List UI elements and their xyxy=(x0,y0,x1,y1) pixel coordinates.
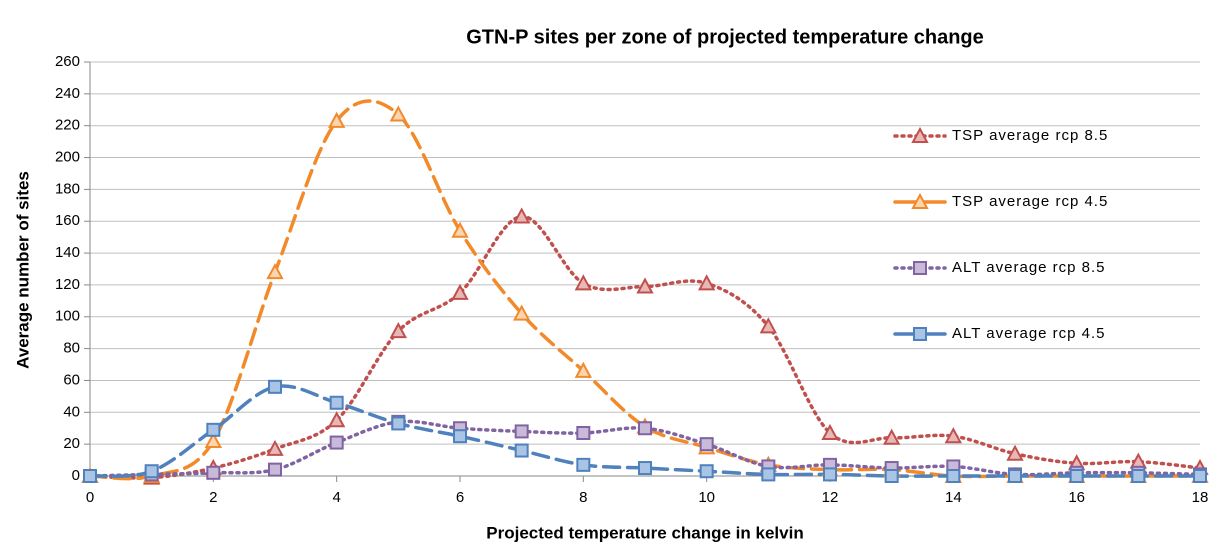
marker xyxy=(389,321,408,339)
marker xyxy=(327,411,346,428)
y-tick-label: 160 xyxy=(55,212,80,229)
y-tick-label: 220 xyxy=(55,117,80,134)
marker xyxy=(1069,469,1084,483)
marker xyxy=(638,461,652,476)
marker xyxy=(512,304,531,321)
marker xyxy=(576,426,591,441)
y-tick-label: 20 xyxy=(63,435,80,452)
x-tick-label: 14 xyxy=(945,489,962,506)
legend-label: TSP average rcp 4.5 xyxy=(952,193,1108,210)
marker xyxy=(268,462,282,477)
marker xyxy=(946,469,961,483)
marker xyxy=(1008,469,1022,483)
legend-label: ALT average rcp 4.5 xyxy=(952,325,1106,342)
marker xyxy=(451,283,469,300)
x-tick-label: 2 xyxy=(209,489,217,506)
marker xyxy=(389,105,408,122)
marker xyxy=(821,423,839,441)
x-tick-label: 4 xyxy=(332,489,340,506)
marker xyxy=(268,379,282,394)
marker xyxy=(913,261,927,275)
y-tick-label: 40 xyxy=(63,403,80,420)
chart-title: GTN-P sites per zone of projected temper… xyxy=(466,26,984,48)
marker xyxy=(391,416,406,431)
marker xyxy=(327,111,346,128)
y-tick-label: 100 xyxy=(55,308,80,325)
x-tick-label: 18 xyxy=(1192,489,1209,506)
y-tick-label: 0 xyxy=(72,467,80,484)
marker xyxy=(699,437,714,452)
marker xyxy=(761,467,776,482)
marker xyxy=(911,192,929,209)
marker xyxy=(451,221,469,238)
marker xyxy=(514,443,529,458)
marker xyxy=(944,427,963,444)
marker xyxy=(83,469,97,483)
marker xyxy=(144,464,159,479)
y-tick-label: 260 xyxy=(55,53,80,70)
marker xyxy=(266,439,284,456)
x-axis-title: Projected temperature change in kelvin xyxy=(486,523,803,542)
marker xyxy=(512,207,531,224)
y-tick-label: 60 xyxy=(63,371,80,388)
x-tick-label: 12 xyxy=(822,489,839,506)
marker xyxy=(884,469,899,483)
marker xyxy=(1131,469,1146,483)
marker xyxy=(638,421,652,436)
x-tick-label: 0 xyxy=(86,489,94,506)
marker xyxy=(206,422,221,437)
x-tick-label: 16 xyxy=(1068,489,1085,506)
series-line xyxy=(88,214,1202,480)
y-tick-label: 120 xyxy=(55,276,80,293)
marker xyxy=(453,429,467,444)
marker xyxy=(823,467,837,482)
x-tick-label: 10 xyxy=(698,489,715,506)
marker xyxy=(206,465,221,480)
legend-label: TSP average rcp 8.5 xyxy=(952,127,1108,144)
y-tick-label: 180 xyxy=(55,180,80,197)
y-tick-label: 80 xyxy=(63,340,80,357)
marker xyxy=(911,126,929,143)
marker xyxy=(1006,444,1024,461)
marker xyxy=(576,457,591,472)
marker xyxy=(882,428,901,445)
y-tick-label: 200 xyxy=(55,149,80,166)
marker xyxy=(759,317,778,334)
marker xyxy=(514,424,529,439)
y-tick-label: 240 xyxy=(55,85,80,102)
marker xyxy=(1193,469,1207,483)
x-tick-label: 8 xyxy=(579,489,587,506)
marker xyxy=(699,464,714,479)
y-axis-title: Average number of sites xyxy=(13,171,32,369)
x-tick-label: 6 xyxy=(456,489,464,506)
y-tick-label: 140 xyxy=(55,244,80,261)
marker xyxy=(266,263,284,280)
marker xyxy=(204,431,223,448)
marker xyxy=(913,327,927,341)
marker xyxy=(574,361,593,378)
marker xyxy=(329,435,344,450)
marker xyxy=(636,277,654,294)
marker xyxy=(329,395,344,410)
marker xyxy=(697,274,716,291)
marker xyxy=(574,274,593,291)
legend-label: ALT average rcp 8.5 xyxy=(952,259,1106,276)
